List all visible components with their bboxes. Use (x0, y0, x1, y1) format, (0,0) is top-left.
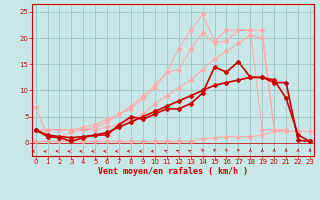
X-axis label: Vent moyen/en rafales ( km/h ): Vent moyen/en rafales ( km/h ) (98, 167, 248, 176)
